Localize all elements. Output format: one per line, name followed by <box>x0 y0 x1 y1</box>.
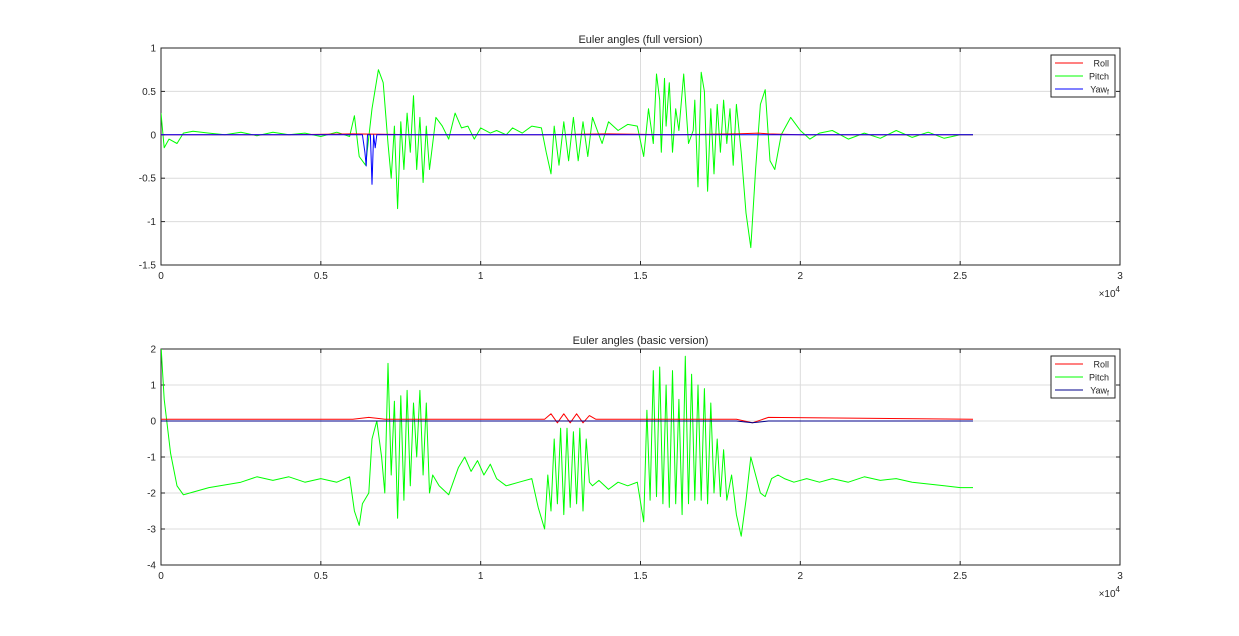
legend-label: Pitch <box>1089 72 1109 82</box>
series-group <box>161 69 973 249</box>
x-exponent-base: ×10 <box>1099 289 1116 300</box>
x-tick-label: 3 <box>1117 571 1123 582</box>
y-tick-label: 1 <box>150 381 156 392</box>
y-tick-label: -1 <box>147 217 156 228</box>
x-tick-label: 0.5 <box>314 571 328 582</box>
series-line-roll <box>161 413 974 424</box>
plot-full-version: 0 0.5 1 1.5 2 2.5 3 1 0.5 0 -0.5 -1 -1.5 ×104 Euler an… <box>139 34 1123 300</box>
plot-basic-version: 0 0.5 1 1.5 2 2.5 3 2 1 0 -1 -2 -3 -4 ×104 Euler angles… <box>147 335 1123 600</box>
x-tick-label: 2.5 <box>953 271 967 282</box>
x-tick-label: 1.5 <box>634 571 648 582</box>
y-tick-label: -3 <box>147 525 156 536</box>
x-exponent-power: 4 <box>1116 285 1121 294</box>
x-exponent-label: ×104 <box>1099 285 1121 300</box>
y-tick-label: 1 <box>150 44 156 55</box>
series-group <box>161 349 974 537</box>
x-tick-label: 0 <box>158 271 164 282</box>
x-tick-label: 2 <box>798 271 804 282</box>
series-line-pitch <box>161 349 973 537</box>
y-tick-label: -0.5 <box>139 174 157 185</box>
x-tick-label: 2 <box>798 571 804 582</box>
x-tick-label: 0 <box>158 571 164 582</box>
x-exponent-base: ×10 <box>1099 589 1116 600</box>
legend-label: Yawf <box>1090 386 1109 398</box>
legend-label: Roll <box>1093 59 1109 69</box>
y-tick-label: -1.5 <box>139 261 157 272</box>
series-line-yaw-f <box>161 134 973 185</box>
chart-title: Euler angles (full version) <box>578 34 702 46</box>
x-tick-label: 2.5 <box>953 571 967 582</box>
x-tick-label: 1 <box>478 571 484 582</box>
legend-label: Roll <box>1093 360 1109 370</box>
x-tick-label: 0.5 <box>314 271 328 282</box>
x-exponent-label: ×104 <box>1099 585 1121 600</box>
y-tick-label: -2 <box>147 489 156 500</box>
x-tick-label: 3 <box>1117 271 1123 282</box>
y-tick-label: 0.5 <box>142 87 156 98</box>
y-tick-label: -1 <box>147 453 156 464</box>
x-tick-label: 1 <box>478 271 484 282</box>
legend: Roll Pitch Yawf <box>1050 54 1116 98</box>
legend: Roll Pitch Yawf <box>1050 355 1116 399</box>
series-line-yaw-f <box>161 420 973 424</box>
y-tick-label: -4 <box>147 561 156 572</box>
y-tick-label: 0 <box>150 417 156 428</box>
x-exponent-power: 4 <box>1116 585 1121 594</box>
legend-label: Yawf <box>1090 85 1109 97</box>
chart-title: Euler angles (basic version) <box>573 335 709 347</box>
y-tick-label: 0 <box>150 130 156 141</box>
x-tick-label: 1.5 <box>634 271 648 282</box>
series-line-pitch <box>161 69 973 249</box>
legend-label: Pitch <box>1089 373 1109 383</box>
y-tick-label: 2 <box>150 345 156 356</box>
